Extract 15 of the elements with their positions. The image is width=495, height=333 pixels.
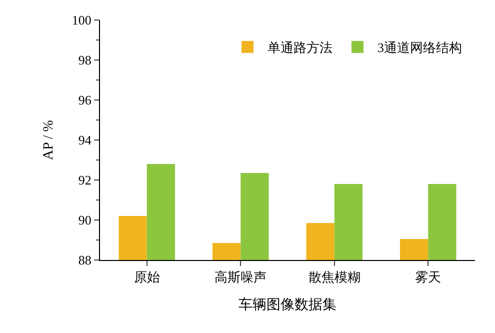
x-tick-label: 雾天	[415, 270, 442, 285]
y-tick-label: 92	[78, 172, 92, 188]
y-axis-title: AP / %	[42, 120, 56, 160]
y-tick-label: 100	[72, 12, 92, 28]
y-tick-label: 96	[78, 92, 92, 108]
y-tick-label: 88	[78, 252, 92, 268]
x-tick-label: 散焦模糊	[308, 270, 360, 285]
x-tick-label: 原始	[134, 270, 160, 285]
y-tick-label: 98	[78, 52, 92, 68]
legend-label: 单通路方法	[268, 40, 332, 56]
x-tick-label: 高斯噪声	[214, 270, 267, 285]
y-tick-label: 90	[78, 212, 92, 228]
legend-label: 3通道网络结构	[378, 40, 462, 56]
y-tick-label: 94	[78, 132, 92, 148]
x-axis-title: 车辆图像数据集	[238, 296, 336, 313]
